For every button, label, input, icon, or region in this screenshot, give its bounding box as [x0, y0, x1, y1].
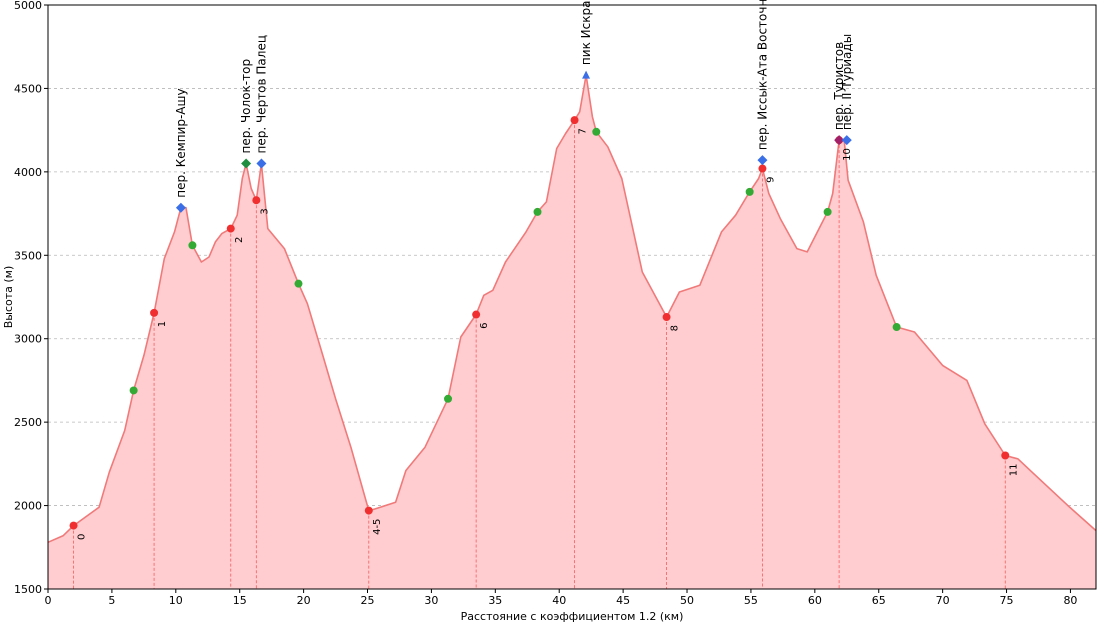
peak-label: пик Искра: [579, 1, 593, 66]
x-tick-label: 35: [488, 594, 502, 607]
x-tick-label: 75: [1000, 594, 1014, 607]
checkpoint-point: [662, 313, 671, 322]
x-tick-label: 45: [616, 594, 630, 607]
y-tick-label: 3500: [14, 249, 42, 262]
checkpoint-point: [570, 116, 579, 125]
checkpoint-label: 0: [77, 534, 88, 540]
checkpoint-label: 3: [259, 208, 270, 214]
checkpoint-label: 7: [578, 128, 589, 134]
x-axis-title: Расстояние с коэффициентом 1.2 (км): [461, 610, 684, 623]
x-tick-label: 55: [744, 594, 758, 607]
x-tick-label: 30: [424, 594, 438, 607]
plot-frame: [47, 4, 1097, 590]
checkpoint-point: [252, 196, 261, 205]
x-tick-label: 70: [936, 594, 950, 607]
y-tick-label: 2500: [14, 416, 42, 429]
checkpoint-label: 2: [234, 237, 245, 243]
checkpoint-label: 10: [842, 148, 853, 161]
pass-marker: [175, 202, 186, 213]
profile-area-layer: [47, 74, 1097, 590]
y-tick-label: 2000: [14, 500, 42, 513]
markers-layer: [69, 70, 1010, 530]
y-axis-title: Высота (м): [2, 266, 15, 329]
pass-marker: [841, 135, 852, 146]
waypoint-green: [444, 394, 453, 403]
y-tick-label: 5000: [14, 0, 42, 12]
pass-marker: [834, 135, 845, 146]
checkpoint-guides: [73, 120, 1006, 589]
x-tick-label: 0: [45, 594, 52, 607]
x-tick-label: 60: [808, 594, 822, 607]
x-tick-label: 80: [1063, 594, 1077, 607]
checkpoint-label: 6: [479, 323, 490, 329]
x-tick-label: 20: [297, 594, 311, 607]
x-tick-label: 10: [169, 594, 183, 607]
waypoint-green: [823, 207, 832, 216]
y-tick-label: 3000: [14, 333, 42, 346]
waypoint-green: [188, 241, 197, 250]
x-tick-label: 50: [680, 594, 694, 607]
y-tick-label: 4000: [14, 166, 42, 179]
peak-label: пер. Чолок-тор: [239, 59, 253, 154]
pass-marker: [757, 155, 768, 166]
checkpoint-label: 11: [1008, 464, 1019, 477]
checkpoint-point: [758, 164, 767, 173]
waypoint-green: [892, 323, 901, 332]
waypoint-green: [745, 187, 754, 196]
checkpoint-point: [472, 310, 481, 319]
waypoint-green: [294, 279, 303, 288]
waypoint-green: [592, 127, 601, 136]
peak-label: пер. Чертов Палец: [254, 35, 268, 154]
checkpoint-point: [1001, 451, 1010, 460]
checkpoint-point: [364, 506, 373, 515]
axis-ticks: 0 5 10 15 20 25 30 35 40 45 50 55 60 65 70 75 8015002000…: [14, 0, 1077, 607]
x-tick-label: 25: [361, 594, 375, 607]
checkpoint-label: 1: [157, 321, 168, 327]
y-tick-label: 4500: [14, 82, 42, 95]
pass-marker: [256, 158, 267, 169]
x-tick-label: 15: [233, 594, 247, 607]
checkpoint-point: [226, 224, 235, 233]
waypoint-green: [129, 386, 138, 395]
checkpoint-point: [69, 521, 78, 530]
checkpoint-label: 8: [670, 325, 681, 331]
checkpoint-label: 9: [765, 177, 776, 183]
peak-marker: [582, 70, 591, 79]
y-tick-label: 1500: [14, 583, 42, 596]
peak-label: пер. Иссык-Ата Восточный: [755, 0, 769, 150]
x-tick-label: 5: [108, 594, 115, 607]
checkpoint-label: 4-5: [372, 519, 383, 535]
checkpoint-point: [150, 308, 159, 317]
waypoint-green: [533, 207, 542, 216]
x-tick-label: 40: [552, 594, 566, 607]
peak-label: пер. Туристов: [832, 42, 846, 130]
peak-label: пер. II Туриады: [840, 34, 854, 130]
profile-area: [48, 75, 1096, 590]
pass-marker: [241, 158, 252, 169]
x-tick-label: 65: [872, 594, 886, 607]
peak-label: пер. Кемпир-Ашу: [174, 88, 188, 197]
labels-layer: 0 1 2 3 4-5 6 7 8 9 10 11 пер. Кемпир-Ашу пер. Чолок…: [77, 0, 1020, 540]
